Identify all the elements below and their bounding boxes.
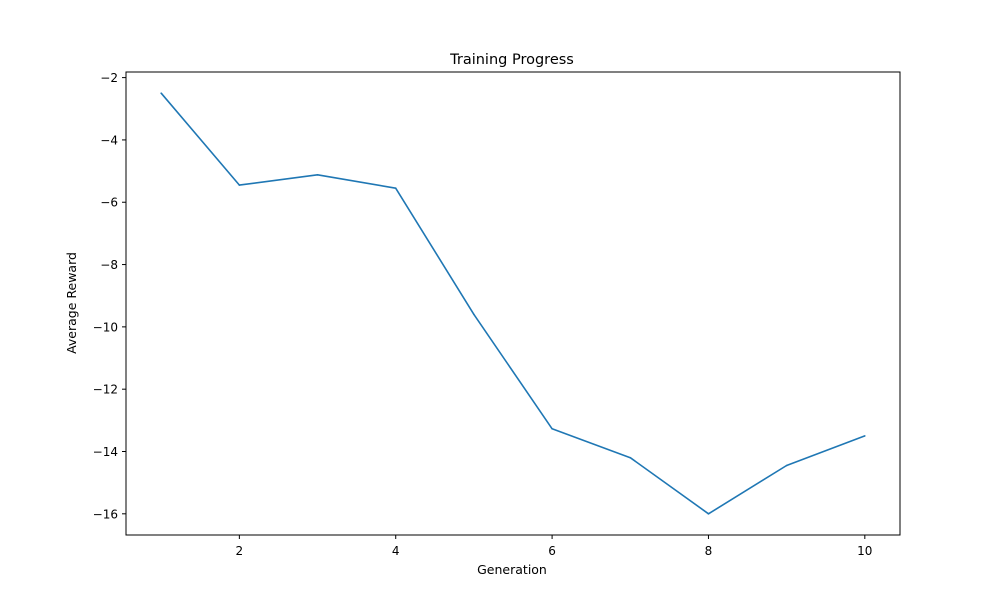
- y-tick-label: −6: [100, 196, 118, 210]
- axes-frame: [125, 71, 901, 536]
- y-axis-label: Average Reward: [64, 252, 79, 354]
- data-point: [864, 435, 866, 437]
- x-tick-label: 2: [236, 544, 244, 558]
- chart-title: Training Progress: [449, 52, 574, 68]
- data-point: [629, 456, 632, 459]
- data-point: [160, 92, 162, 94]
- x-tick-label: 4: [392, 544, 400, 558]
- plot-area: [160, 92, 866, 515]
- x-tick-label: 10: [857, 544, 872, 558]
- y-tick-label: −12: [93, 383, 118, 397]
- data-point: [473, 313, 475, 316]
- data-point: [394, 187, 397, 190]
- data-point: [316, 174, 319, 176]
- y-tick-label: −16: [93, 507, 118, 521]
- x-axis-ticks: 2 4 6 8 10: [236, 535, 872, 558]
- series-line: [160, 92, 866, 515]
- x-tick-label: 6: [548, 544, 556, 558]
- y-tick-label: −8: [100, 258, 118, 272]
- data-point: [238, 184, 241, 186]
- y-tick-label: −14: [93, 445, 118, 459]
- data-point: [785, 464, 788, 467]
- y-tick-label: −10: [93, 320, 118, 334]
- y-axis-ticks: −16 −14 −12 −10 −8 −6 −4 −2: [93, 71, 126, 521]
- y-tick-label: −4: [100, 133, 118, 147]
- x-tick-label: 8: [705, 544, 713, 558]
- x-axis-label: Generation: [477, 562, 547, 577]
- y-tick-label: −2: [100, 71, 118, 85]
- data-point: [551, 427, 553, 430]
- data-point: [707, 513, 710, 515]
